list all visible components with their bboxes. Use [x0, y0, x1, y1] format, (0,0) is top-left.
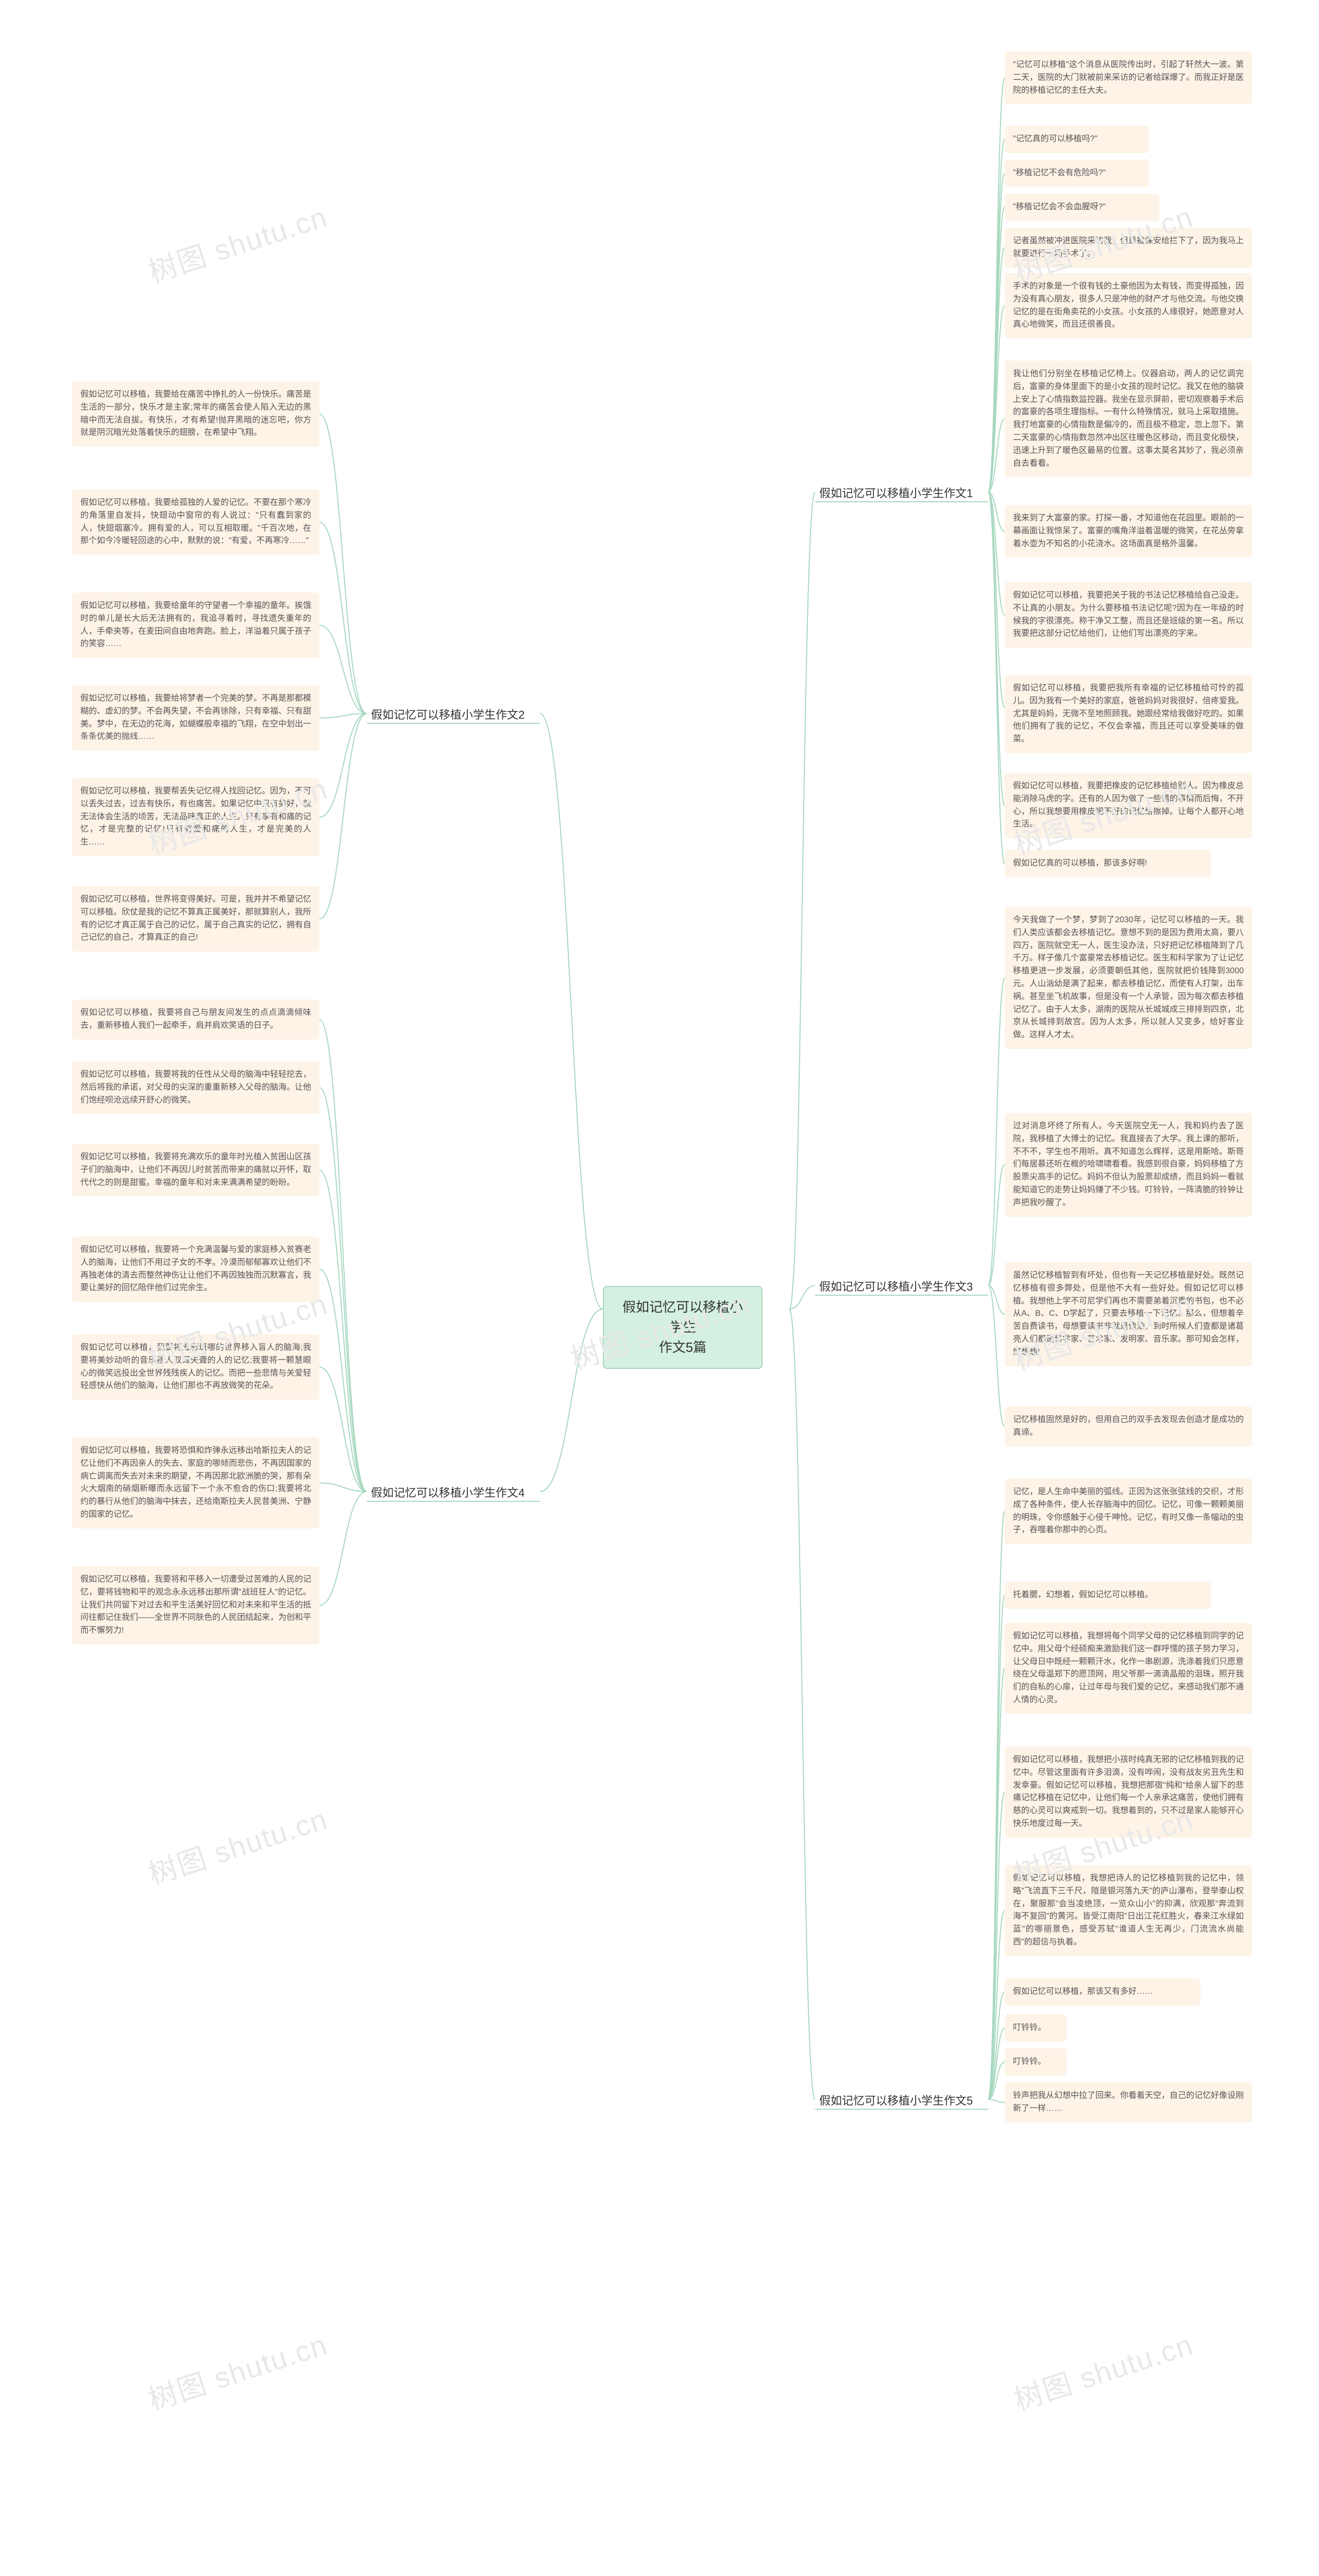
leaf-node: 我来到了大富豪的家。打探一番，才知道他在花园里。眼前的一幕画面让我惊呆了。富豪的…: [1005, 505, 1252, 557]
leaf-node: 今天我做了一个梦，梦到了2030年，记忆可以移植的一天。我们人类应该都会去移植记…: [1005, 907, 1252, 1049]
leaf-node: 虽然记忆移植智到有坏处，但也有一天记忆移植是好处。既然记忆移植有很多弊处，但是他…: [1005, 1262, 1252, 1366]
leaf-node: 记忆移植固然是好的，但用自己的双手去发现去创造才是成功的真谛。: [1005, 1406, 1252, 1447]
watermark-text: 树图 shutu.cn: [1008, 2321, 1198, 2419]
branch-label: 假如记忆可以移植小学生作文2: [371, 706, 525, 722]
leaf-node: 手术的对象是一个很有钱的土豪他因为太有钱，而变得孤独，因为没有真心朋友，很多人只…: [1005, 273, 1252, 338]
leaf-node: 假如记忆可以移植，世界将变得美好。可是，我并并不希望记忆可以移植。欣仗是我的记忆…: [72, 886, 319, 952]
leaf-node: 假如记忆可以移植，我想把诗人的记忆移植到我的记忆中，领略"飞流直下三千尺，隑是银…: [1005, 1865, 1252, 1956]
leaf-node: 假如记忆可以移植，我要把我所有幸福的记忆移植给可怜的孤儿。因为我有一个美好的家庭…: [1005, 675, 1252, 753]
leaf-node: 假如记忆可以移植，那该又有多好……: [1005, 1978, 1200, 2006]
branch-label: 假如记忆可以移植小学生作文1: [819, 484, 973, 501]
leaf-node: 假如记忆可以移植，我要将我的任性从父母的脑海中轻轻挖去，然后将我的承诺，对父母的…: [72, 1061, 319, 1114]
leaf-node: 假如记忆可以移植，我要给将梦者一个完美的梦。不再是那都模糊的、虚幻的梦。不会再失…: [72, 685, 319, 751]
leaf-node: 假如记忆可以移植，我要将和平移入一切遭受过苦难的人民的记忆，要将钱物和平的观念永…: [72, 1566, 319, 1645]
watermark-text: 树图 shutu.cn: [142, 1796, 332, 1893]
leaf-node: 记忆，是人生命中美丽的弧线。正因为这张张弦线的交织，才形成了各种条件，使人长存脑…: [1005, 1479, 1252, 1544]
leaf-node: 假如记忆真的可以移植，那该多好啊!: [1005, 850, 1211, 877]
leaf-node: 假如记忆可以移植，我想把小孩时纯真无邪的记忆移植到我的记忆中。尽管这里面有许多泪…: [1005, 1747, 1252, 1838]
mindmap-root: 假如记忆可以移植小学生 作文5篇: [603, 1286, 763, 1369]
leaf-node: 假如记忆可以移植，我要给在痛苦中挣扎的人一份快乐。痛苦是生活的一部分，快乐才是主…: [72, 381, 319, 447]
branch-label: 假如记忆可以移植小学生作文3: [819, 1278, 973, 1294]
branch-label: 假如记忆可以移植小学生作文5: [819, 2092, 973, 2108]
leaf-node: 假如记忆可以移植，我要将五彩斑哪的世界移入盲人的脑海;我要将美妙动听的音乐移人双…: [72, 1334, 319, 1400]
leaf-node: 假如记忆可以移植，我要将充满欢乐的童年时光植入贫困山区孩子们的脑海中，让他们不再…: [72, 1144, 319, 1196]
leaf-node: 假如记忆可以移植，我要把橡皮的记忆移植给别人。因为橡皮总能消除马虎的字。还有的人…: [1005, 773, 1252, 838]
leaf-node: 假如记忆可以移植，我要将自己与朋友间发生的点点滴滴倾味去，重新移植人我们一起牵手…: [72, 999, 319, 1040]
leaf-node: 假如记忆可以移植，我要帮丢失记忆得人找回记忆。因为，不可以丢失过去，过去有快乐，…: [72, 778, 319, 856]
leaf-node: "记忆真的可以移植吗?": [1005, 126, 1149, 153]
leaf-node: "移植记忆会不会血腥呀?": [1005, 194, 1159, 221]
leaf-node: 托着腮，幻想着，假如记忆可以移植。: [1005, 1582, 1211, 1609]
leaf-node: 假如记忆可以移植，我要将一个充满温馨与爱的家庭移入贫赛老人的脑海，让他们不用过子…: [72, 1236, 319, 1302]
leaf-node: 假如记忆可以移植，我要将恐惧和炸弹永远移出哈斯拉夫人的记忆让他们不再因亲人的失去…: [72, 1437, 319, 1529]
leaf-node: 假如记忆可以移植，我想将每个同学父母的记忆移植到同学的记忆中。用父母个经硕痴来激…: [1005, 1623, 1252, 1714]
leaf-node: 记者虽然被冲进医院采访我，但是被保安给拦下了，因为我马上就要进行一场手术了。: [1005, 228, 1252, 268]
leaf-node: 叮铃铃。: [1005, 2048, 1067, 2076]
leaf-node: "移植记忆不会有危险吗?": [1005, 160, 1149, 187]
leaf-node: 假如记忆可以移植，我要给孤独的人爱的记忆。不要在那个寒冷的角落里自发抖，快翅动中…: [72, 489, 319, 555]
leaf-node: 过对消息坏终了所有人。今天医院空无一人，我和妈约去了医院，我移植了大博士的记忆。…: [1005, 1113, 1252, 1217]
watermark-text: 树图 shutu.cn: [142, 2321, 332, 2419]
leaf-node: "记忆可以移植"这个消息从医院传出时，引起了轩然大一波。第二天，医院的大门就被前…: [1005, 52, 1252, 104]
leaf-node: 我让他们分别坐在移植记忆椅上。仪器启动，两人的记忆调完后，富豪的身体里面下的是小…: [1005, 361, 1252, 477]
leaf-node: 假如记忆可以移植，我要把关于我的书法记忆移植给自己没走。不让真的小朋友。为什么要…: [1005, 582, 1252, 648]
branch-label: 假如记忆可以移植小学生作文4: [371, 1484, 525, 1500]
leaf-node: 铃声把我从幻想中拉了回来。你看着天空，自己的记忆好像设刚新了一样……: [1005, 2082, 1252, 2123]
leaf-node: 叮铃铃。: [1005, 2014, 1067, 2042]
watermark-text: 树图 shutu.cn: [142, 194, 332, 291]
leaf-node: 假如记忆可以移植，我要给童年的守望者一个幸福的童年。挨饿时的单儿是长大后无法拥有…: [72, 592, 319, 658]
